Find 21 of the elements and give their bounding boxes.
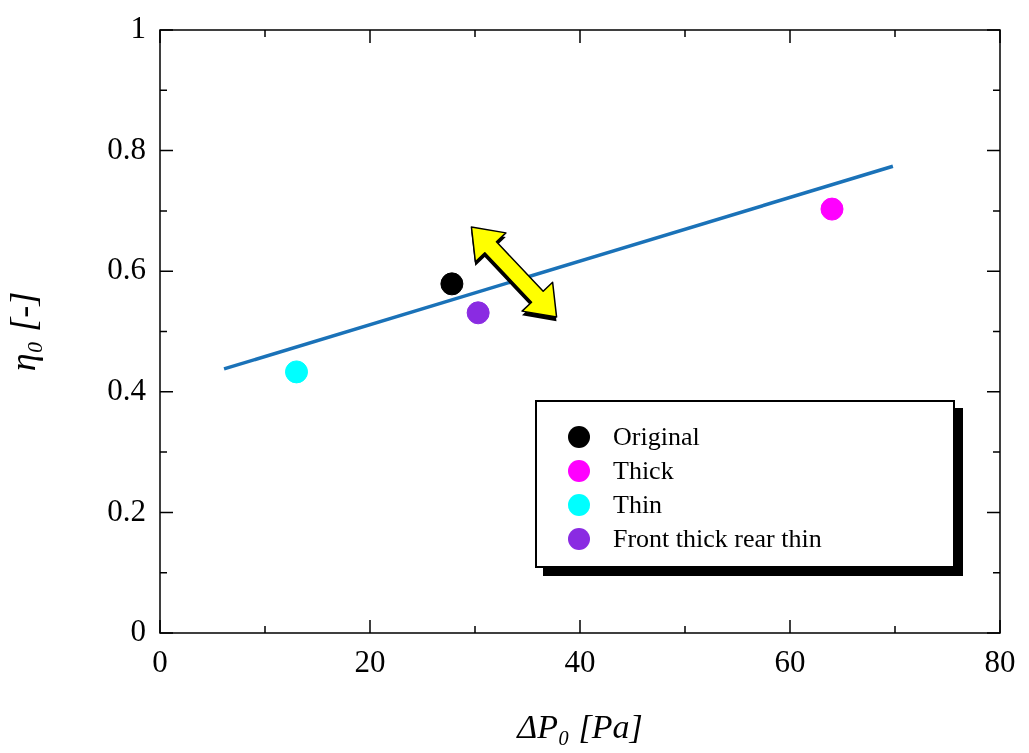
legend-label: Original [613, 422, 700, 452]
legend-label: Thick [613, 456, 674, 486]
y-tick-label: 0.6 [107, 251, 146, 287]
x-tick-label: 0 [152, 643, 168, 679]
x-tick-label: 60 [774, 643, 806, 679]
point [440, 272, 464, 296]
y-tick-label: 0 [130, 613, 146, 649]
point [466, 301, 490, 325]
x-tick-label: 40 [564, 643, 596, 679]
x-tick-label: 20 [354, 643, 386, 679]
y-tick-label: 0.2 [107, 492, 146, 528]
point [285, 360, 308, 384]
point [820, 197, 844, 221]
y-axis-title: η₀ [-] [3, 291, 44, 372]
y-tick-label: 0.4 [107, 371, 147, 407]
legend-label: Front thick rear thin [613, 524, 822, 554]
legend-label: Thin [613, 490, 663, 520]
x-tick-label: 80 [984, 643, 1016, 679]
x-axis-title: ΔP₀ [Pa] [515, 707, 643, 745]
y-tick-label: 0.8 [107, 130, 146, 166]
y-tick-label: 1 [130, 10, 146, 46]
